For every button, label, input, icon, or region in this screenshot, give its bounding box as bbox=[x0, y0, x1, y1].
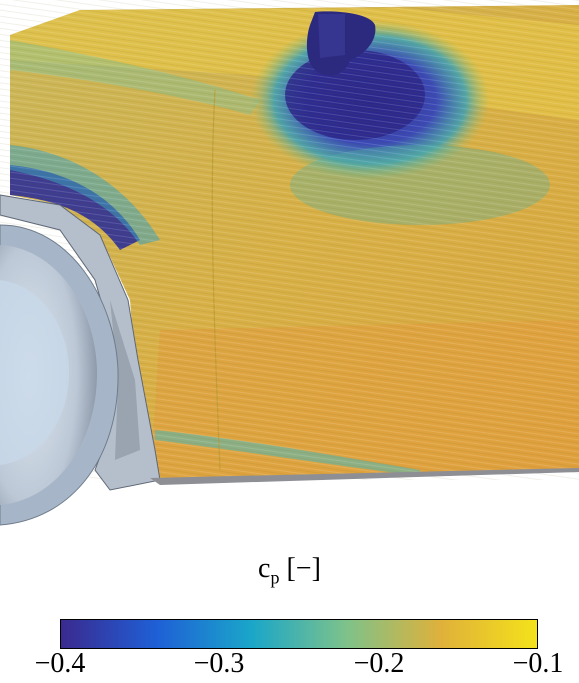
tire bbox=[0, 224, 119, 526]
colorbar-tick-label: −0.4 bbox=[34, 648, 86, 679]
colorbar-tick-label: −0.3 bbox=[193, 648, 245, 679]
side-mirror bbox=[306, 11, 376, 76]
colorbar-label: cp [−] bbox=[0, 553, 579, 589]
colorbar-variable: c bbox=[258, 553, 271, 584]
sill-edge bbox=[150, 468, 579, 485]
wheel-arch bbox=[0, 194, 161, 491]
colorbar-unit: [−] bbox=[286, 553, 321, 584]
colorbar-tick-label: −0.2 bbox=[353, 648, 405, 679]
colorbar bbox=[60, 619, 538, 649]
pressure-field-visualization bbox=[0, 0, 579, 526]
colorbar-tick-label: −0.1 bbox=[512, 648, 564, 679]
colorbar-variable-subscript: p bbox=[270, 567, 280, 588]
